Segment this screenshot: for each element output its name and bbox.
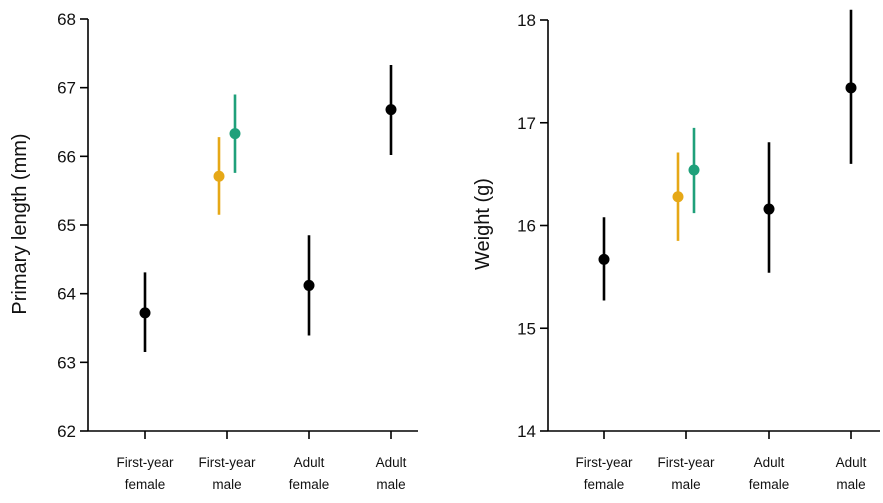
x-tick-label: Adult (754, 455, 785, 470)
x-tick-label: First-year (576, 455, 634, 470)
y-tick-label: 62 (57, 422, 76, 441)
data-point (845, 82, 857, 94)
data-point (688, 164, 700, 176)
data-point (139, 307, 151, 319)
y-tick-label: 16 (517, 217, 536, 236)
x-tick-label: female (749, 477, 790, 492)
x-tick-label: male (671, 477, 700, 492)
data-point (303, 279, 315, 291)
x-tick-label: female (125, 477, 166, 492)
y-tick-label: 66 (57, 147, 76, 166)
x-tick-label: Adult (294, 455, 325, 470)
data-point (763, 203, 775, 215)
x-tick-label: Adult (376, 455, 407, 470)
y-tick-label: 63 (57, 353, 76, 372)
panel-primary-length: 62 63 64 65 66 67 68 First-year female First-year… (9, 10, 418, 492)
x-tick-label: male (836, 477, 865, 492)
panel-weight: 14 15 16 17 18 First-year female First-year male… (472, 9, 880, 492)
x-tick-label: First-year (117, 455, 175, 470)
data-point (385, 104, 397, 116)
y-tick-label: 68 (57, 10, 76, 29)
x-tick-label: male (376, 477, 405, 492)
y-axis-title: Primary length (mm) (9, 133, 31, 314)
y-tick-label: 67 (57, 79, 76, 98)
y-tick-label: 17 (517, 114, 536, 133)
x-tick-label: male (212, 477, 241, 492)
x-tick-label: female (289, 477, 330, 492)
y-tick-label: 65 (57, 216, 76, 235)
data-point (672, 191, 684, 203)
y-tick-label: 18 (517, 11, 536, 30)
x-tick-label: First-year (658, 455, 716, 470)
y-tick-label: 14 (517, 422, 536, 441)
x-tick-label: Adult (836, 455, 867, 470)
x-tick-label: First-year (199, 455, 257, 470)
data-point (598, 253, 610, 265)
data-point (229, 128, 241, 140)
y-tick-label: 64 (57, 285, 76, 304)
y-axis-title: Weight (g) (472, 178, 494, 270)
y-tick-label: 15 (517, 319, 536, 338)
x-tick-label: female (584, 477, 625, 492)
data-point (213, 170, 225, 182)
